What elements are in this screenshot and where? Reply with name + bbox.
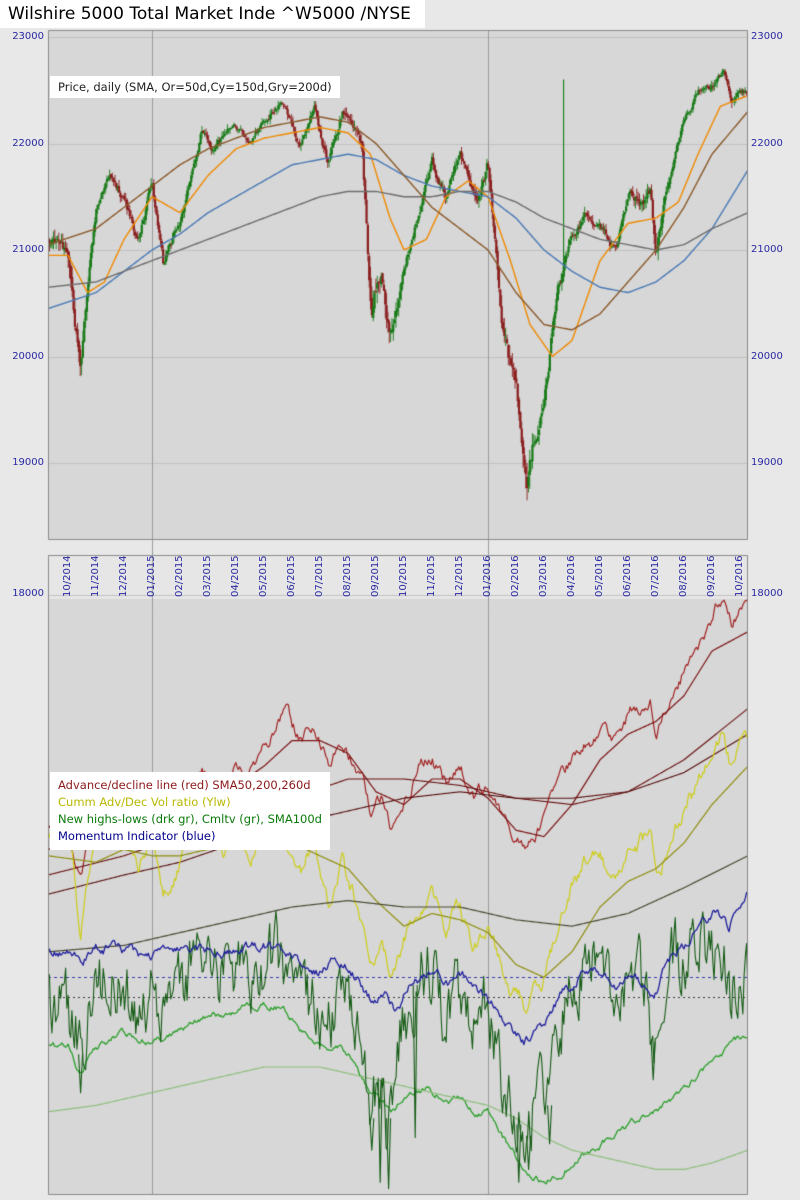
y-tick-label-22000-left: 22000 [12, 137, 44, 149]
x-axis-label-05-2015: 05/2015 [258, 555, 269, 597]
x-axis-label-10-2016: 10/2016 [734, 555, 745, 597]
y-tick-label-20000-right: 20000 [751, 350, 783, 362]
y-tick-label-21000-right: 21000 [751, 244, 783, 255]
x-axis-label-01-2015: 01/2015 [146, 555, 157, 597]
x-axis-label-07-2016: 07/2016 [650, 555, 661, 597]
price-legend: Price, daily (SMA, Or=50d,Cy=150d,Gry=20… [50, 76, 340, 98]
x-axis-label-05-2016: 05/2016 [594, 555, 605, 597]
legend-momentum: Momentum Indicator (blue) [58, 829, 216, 843]
y-tick-label-19000-right: 19000 [751, 457, 783, 468]
x-axis-label-08-2016: 08/2016 [678, 555, 689, 597]
x-axis-label-09-2016: 09/2016 [706, 555, 717, 597]
x-axis-label-06-2016: 06/2016 [622, 555, 633, 597]
y-tick-label-23000-right: 23000 [751, 31, 783, 42]
y-tick-label-20000-left: 20000 [12, 350, 44, 362]
y-tick-label-21000-left: 21000 [12, 244, 44, 255]
x-axis-label-10-2014: 10/2014 [62, 555, 73, 597]
x-axis-label-01-2016: 01/2016 [482, 555, 493, 597]
x-axis-label-02-2016: 02/2016 [510, 555, 521, 597]
y-tick-label-18000-right: 18000 [751, 588, 783, 599]
y-tick-label-23000-left: 23000 [12, 31, 44, 42]
x-axis-label-11-2015: 11/2015 [426, 555, 437, 597]
legend-advance-decline: Advance/decline line (red) SMA50,200,260… [58, 778, 311, 792]
x-axis-label-07-2015: 07/2015 [314, 555, 325, 597]
legend-adv-dec-vol: Cumm Adv/Dec Vol ratio (Ylw) [58, 795, 231, 809]
x-axis-label-03-2016: 03/2016 [538, 555, 549, 597]
x-axis-label-08-2015: 08/2015 [342, 555, 353, 597]
x-axis-label-03-2015: 03/2015 [202, 555, 213, 597]
page-title: Wilshire 5000 Total Market Inde ^W5000 /… [0, 0, 425, 28]
x-axis-label-04-2015: 04/2015 [230, 555, 241, 597]
x-axis-label-10-2015: 10/2015 [398, 555, 409, 597]
x-axis-label-12-2014: 12/2014 [118, 555, 129, 597]
x-axis-label-12-2015: 12/2015 [454, 555, 465, 597]
x-axis-label-02-2015: 02/2015 [174, 555, 185, 597]
x-axis-label-11-2014: 11/2014 [90, 555, 101, 597]
indicator-legend: Advance/decline line (red) SMA50,200,260… [50, 772, 330, 850]
y-tick-label-18000-left: 18000 [12, 588, 44, 599]
x-axis-label-04-2016: 04/2016 [566, 555, 577, 597]
x-axis-label-09-2015: 09/2015 [370, 555, 381, 597]
y-tick-label-19000-left: 19000 [12, 457, 44, 468]
legend-new-highs-lows: New highs-lows (drk gr), Cmltv (gr), SMA… [58, 812, 322, 826]
x-axis-label-06-2015: 06/2015 [286, 555, 297, 597]
y-tick-label-22000-right: 22000 [751, 137, 783, 149]
